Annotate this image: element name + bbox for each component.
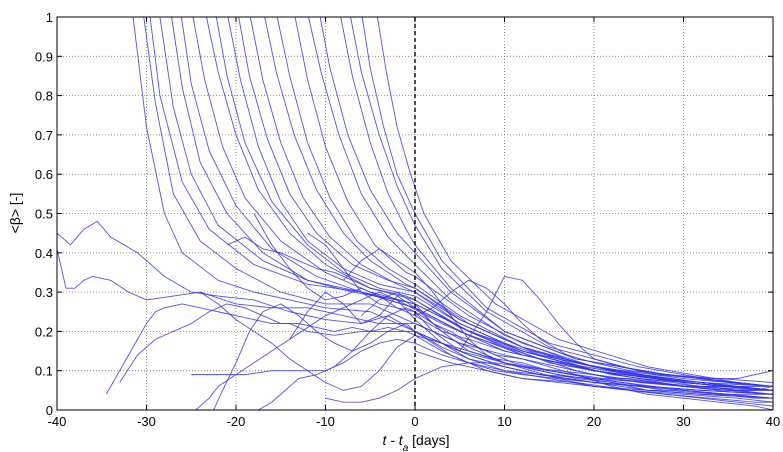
x-tick-label: 20 xyxy=(587,414,601,429)
y-tick-label: 0.7 xyxy=(35,128,53,143)
x-tick-label: -10 xyxy=(316,414,335,429)
y-tick-label: 0.5 xyxy=(35,207,53,222)
y-tick-label: 0.6 xyxy=(35,167,53,182)
x-tick-label: 0 xyxy=(411,414,418,429)
x-tick-label: 30 xyxy=(676,414,690,429)
y-tick-label: 0.4 xyxy=(35,246,53,261)
x-tick-label: -30 xyxy=(137,414,156,429)
y-tick-label: 0 xyxy=(46,403,53,418)
y-tick-label: 0.3 xyxy=(35,285,53,300)
x-axis-label-main: t - t xyxy=(382,432,403,448)
x-tick-label: 40 xyxy=(766,414,780,429)
y-tick-label: 1 xyxy=(46,10,53,25)
y-tick-label: 0.8 xyxy=(35,89,53,104)
y-tick-label: 0.2 xyxy=(35,324,53,339)
y-tick-label: 0.1 xyxy=(35,364,53,379)
y-tick-label: 0.9 xyxy=(35,49,53,64)
x-tick-label: 10 xyxy=(497,414,511,429)
x-tick-label: -20 xyxy=(227,414,246,429)
y-axis-label: <β> [-] xyxy=(7,193,23,234)
x-axis-label-unit: [days] xyxy=(408,432,449,448)
